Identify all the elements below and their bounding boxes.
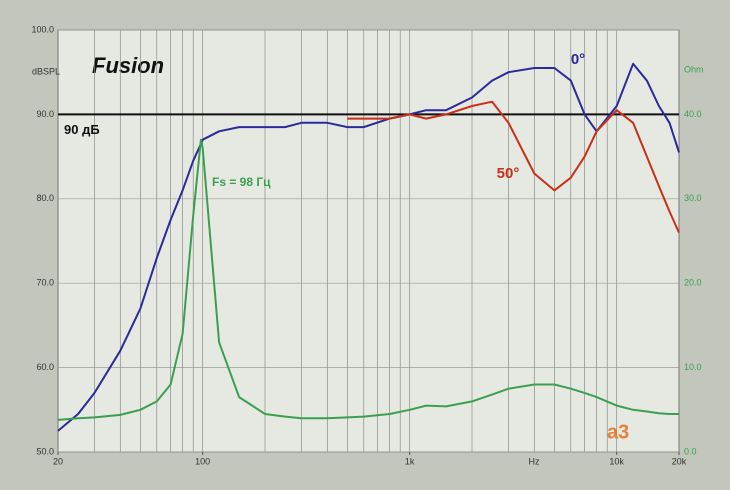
y2-tick-label: 10.0 — [684, 362, 702, 372]
y2-tick-label: 0.0 — [684, 446, 697, 456]
y-axis-label: dBSPL — [32, 66, 60, 76]
y2-tick-label: 30.0 — [684, 193, 702, 203]
x-tick-label: 10k — [609, 456, 624, 466]
series-label: 0° — [571, 51, 585, 68]
x-axis-label: Hz — [529, 456, 540, 466]
y2-tick-label: 20.0 — [684, 278, 702, 288]
y-tick-label: 60.0 — [36, 362, 54, 372]
x-tick-label: 1k — [405, 456, 415, 466]
y2-axis-label: Ohm — [684, 64, 704, 74]
x-tick-label: 20 — [53, 456, 63, 466]
annotation: Fs = 98 Гц — [212, 175, 271, 189]
plot-area — [57, 29, 680, 453]
y-tick-label: 90.0 — [36, 109, 54, 119]
y2-tick-label: 40.0 — [684, 109, 702, 119]
y-tick-label: 80.0 — [36, 193, 54, 203]
y-tick-label: 100.0 — [31, 24, 54, 34]
series-line — [347, 100, 680, 234]
x-tick-label: 100 — [195, 456, 210, 466]
chart-title: Fusion — [92, 53, 164, 78]
reference-label: 90 дБ — [64, 122, 100, 137]
series-label: 50° — [497, 165, 520, 182]
series-line — [57, 138, 679, 421]
x-tick-label: 20k — [672, 456, 687, 466]
y-tick-label: 50.0 — [36, 446, 54, 456]
y-tick-label: 70.0 — [36, 278, 54, 288]
annotation: a3 — [607, 421, 629, 443]
